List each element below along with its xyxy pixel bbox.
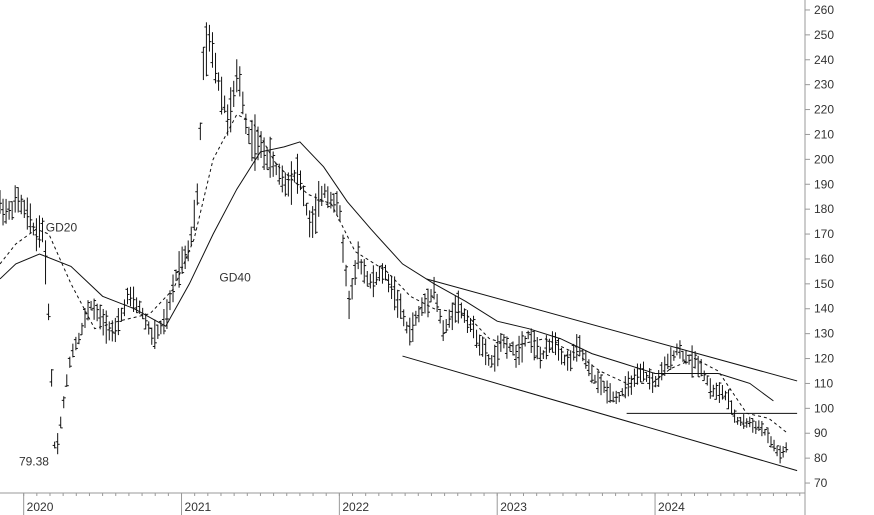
y-tick-label: 260 (814, 3, 834, 17)
y-tick-label: 180 (814, 202, 834, 216)
y-tick-label: 120 (814, 352, 834, 366)
series-gd40 (0, 141, 774, 402)
y-tick-label: 70 (814, 476, 828, 490)
y-tick-label: 80 (814, 451, 828, 465)
x-tick-label: 2021 (185, 500, 212, 514)
x-tick-label: 2023 (500, 500, 527, 514)
y-tick-label: 230 (814, 78, 834, 92)
trendline-1 (426, 278, 798, 382)
y-tick-label: 100 (814, 401, 834, 415)
indicator-lines (0, 113, 798, 472)
y-tick-label: 160 (814, 252, 834, 266)
x-tick-label: 2022 (342, 500, 369, 514)
annotation-label: 79.38 (19, 455, 49, 469)
x-tick-label: 2024 (658, 500, 685, 514)
x-tick-label: 2020 (27, 500, 54, 514)
series-gd20 (0, 113, 788, 434)
y-tick-label: 220 (814, 103, 834, 117)
price-bars (0, 22, 789, 464)
y-tick-label: 210 (814, 127, 834, 141)
y-tick-label: 110 (814, 376, 833, 390)
y-tick-label: 190 (814, 177, 834, 191)
annotation-label: GD40 (219, 270, 251, 284)
y-tick-label: 240 (814, 53, 834, 67)
y-tick-label: 90 (814, 426, 828, 440)
annotation-label: GD20 (46, 221, 78, 235)
y-tick-label: 250 (814, 28, 834, 42)
y-tick-label: 150 (814, 277, 834, 291)
y-tick-label: 170 (814, 227, 834, 241)
labels: GD20 GD40 79.38 (19, 221, 251, 469)
axes: 70 80 90 100 110 120 130 140 150 160 170 180 190 200 2… (0, 0, 834, 515)
y-tick-label: 140 (814, 302, 834, 316)
trendline-2 (402, 355, 798, 472)
y-tick-label: 130 (814, 327, 834, 341)
y-tick-label: 200 (814, 152, 834, 166)
